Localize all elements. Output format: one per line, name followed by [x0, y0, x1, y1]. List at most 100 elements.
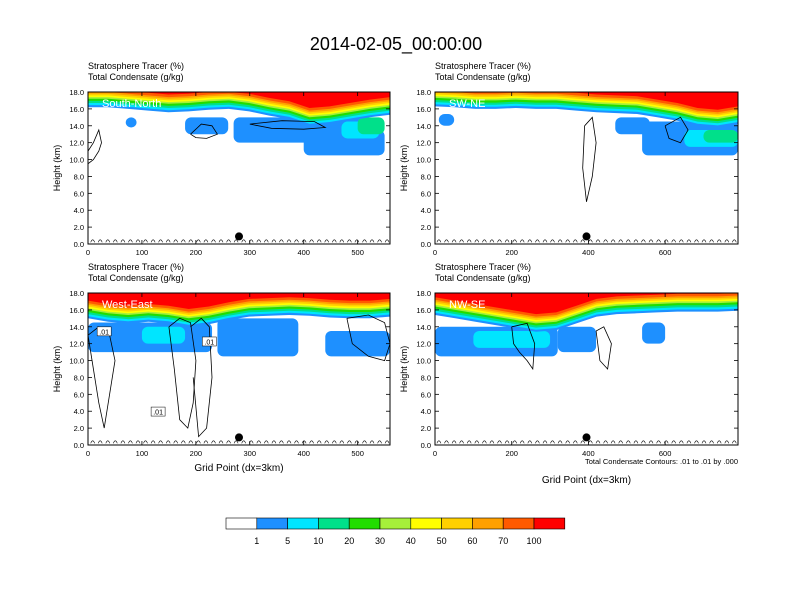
y-tick-label: 0.0 [74, 240, 84, 249]
surface-contours [90, 239, 390, 243]
contour-label-box [150, 406, 166, 417]
colorbar-label: 70 [498, 536, 508, 546]
panel-south-north: South-North Stratosphere Tracer (%)Total … [52, 61, 391, 257]
y-tick-label: 4.0 [74, 407, 84, 416]
colorbar-label: 60 [467, 536, 477, 546]
y-tick-label: 6.0 [421, 390, 431, 399]
colorbar-label: 10 [313, 536, 323, 546]
x-tick-label: 0 [86, 248, 90, 257]
condensate-contour [664, 116, 689, 144]
cloud-patch [217, 318, 299, 357]
cloud-patch [141, 326, 186, 344]
cloud-patch [438, 113, 455, 126]
plot-area [435, 92, 738, 244]
cloud-patch [557, 326, 597, 353]
contour-label-box [96, 326, 112, 337]
colorbar-label: 40 [406, 536, 416, 546]
y-tick-label: 16.0 [69, 306, 84, 315]
x-tick-label: 200 [505, 248, 518, 257]
cloud-patch [615, 117, 650, 135]
y-tick-label: 0.0 [74, 441, 84, 450]
x-tick-label: 400 [297, 248, 310, 257]
y-tick-label: 2.0 [74, 424, 84, 433]
x-tick-label: 400 [582, 449, 595, 458]
x-axis-label: Grid Point (dx=3km) [542, 475, 631, 486]
x-tick-label: 400 [582, 248, 595, 257]
x-tick-label: 100 [136, 248, 149, 257]
y-axis-label: Height (km) [399, 145, 409, 192]
y-tick-label: 10.0 [69, 156, 84, 165]
panel-west-east: .01 .01 .01 West-East Stratosphere Tracer (%… [52, 262, 391, 474]
y-tick-label: 18.0 [69, 88, 84, 97]
y-tick-label: 16.0 [416, 306, 431, 315]
plot-frame [87, 292, 391, 446]
colorbar-label: 30 [375, 536, 385, 546]
x-tick-label: 500 [351, 449, 364, 458]
panel-label: SW-NE [449, 98, 485, 110]
colorbar-swatch [379, 517, 412, 530]
condensate-contour [190, 317, 213, 438]
colorbar-label: 50 [437, 536, 447, 546]
contour-label-box [202, 336, 217, 347]
colorbar-label: 1 [254, 536, 259, 546]
y-tick-label: 8.0 [74, 373, 84, 382]
tracer-band-10 [88, 293, 390, 309]
x-tick-label: 200 [190, 449, 203, 458]
colorbar-swatch [256, 517, 288, 530]
plot-frame [434, 292, 739, 446]
plot-area [88, 92, 390, 244]
colorbar-swatch [318, 517, 350, 530]
y-tick-label: 18.0 [416, 88, 431, 97]
x-tick-label: 0 [433, 248, 437, 257]
y-tick-label: 14.0 [69, 122, 84, 131]
colorbar-label: 5 [285, 536, 290, 546]
y-tick-label: 2.0 [421, 424, 431, 433]
location-marker [582, 232, 591, 241]
y-tick-label: 16.0 [416, 105, 431, 114]
tracer-band-10 [435, 293, 738, 315]
colorbar: 1 5 10 20 30 40 50 60 70 100 [225, 517, 566, 546]
cloud-patch [703, 130, 738, 143]
panel-title-line: Stratosphere Tracer (%) [435, 262, 531, 272]
panel-label: West-East [102, 299, 153, 311]
location-marker [582, 433, 591, 442]
y-tick-label: 8.0 [421, 373, 431, 382]
condensate-contour [249, 120, 327, 130]
cloud-patch [185, 117, 229, 135]
y-tick-label: 10.0 [69, 357, 84, 366]
y-tick-label: 4.0 [421, 206, 431, 215]
cloud-patch [642, 322, 666, 344]
y-axis-label: Height (km) [52, 145, 62, 192]
cloud-patch [125, 117, 137, 128]
condensate-contour [346, 314, 390, 362]
panel-title-line: Stratosphere Tracer (%) [88, 61, 184, 71]
condensate-contour [190, 123, 219, 139]
y-tick-label: 0.0 [421, 240, 431, 249]
surface-contours [436, 239, 737, 243]
colorbar-swatch [225, 517, 258, 530]
x-tick-label: 0 [433, 449, 437, 458]
x-tick-label: 300 [244, 449, 257, 458]
y-tick-label: 6.0 [421, 189, 431, 198]
figure-title: 2014-02-05_00:00:00 [310, 34, 482, 55]
colorbar-label: 20 [344, 536, 354, 546]
colorbar-swatch [472, 517, 504, 530]
y-tick-label: 14.0 [416, 323, 431, 332]
x-tick-label: 500 [351, 248, 364, 257]
y-tick-label: 14.0 [69, 323, 84, 332]
y-tick-label: 8.0 [421, 172, 431, 181]
contour-label: .01 [153, 410, 163, 417]
y-tick-label: 12.0 [416, 139, 431, 148]
panel-title-line: Total Condensate (g/kg) [88, 72, 184, 82]
y-axis-label: Height (km) [52, 346, 62, 393]
surface-contours [436, 440, 737, 444]
x-tick-label: 100 [136, 449, 149, 458]
y-axis-label: Height (km) [399, 346, 409, 393]
panel-title-line: Stratosphere Tracer (%) [435, 61, 531, 71]
panel-title-line: Total Condensate (g/kg) [435, 72, 531, 82]
plot-frame [87, 91, 391, 245]
panel-sw-ne: SW-NE Stratosphere Tracer (%)Total Conden… [399, 61, 739, 257]
